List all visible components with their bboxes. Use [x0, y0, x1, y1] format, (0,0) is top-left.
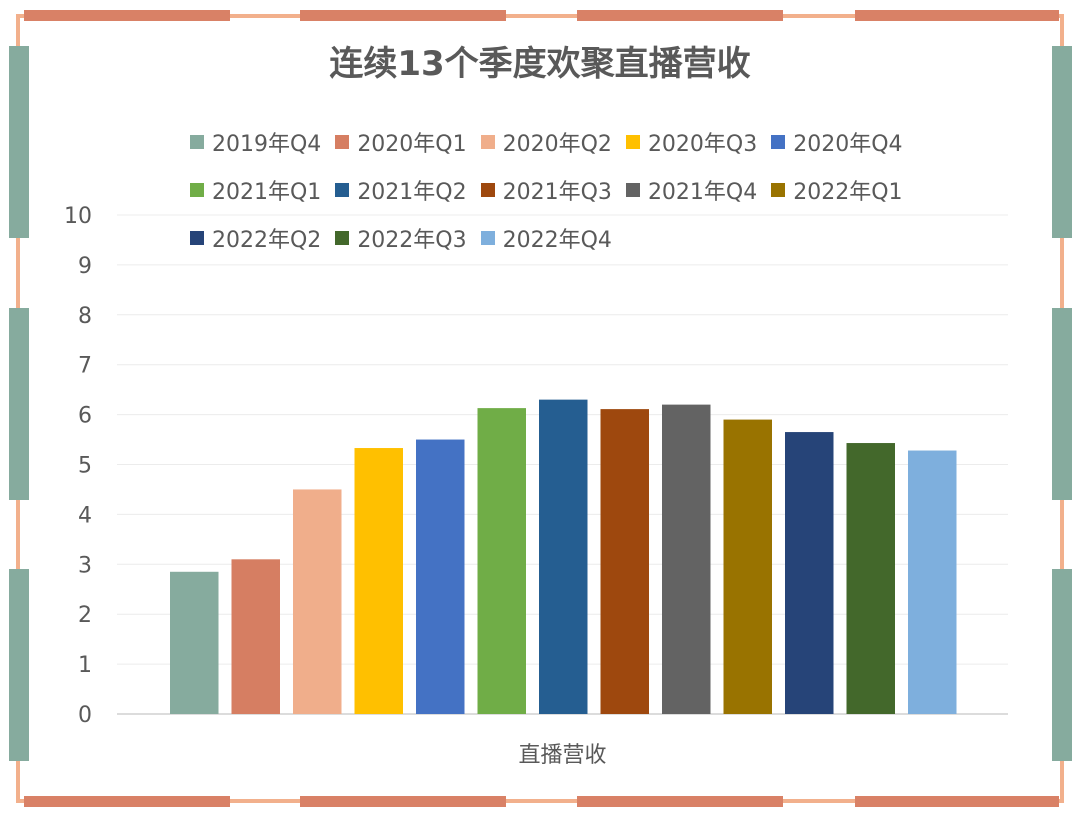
- frame-top-bar-3: [577, 10, 783, 21]
- legend-item: 2022年Q1: [771, 174, 903, 206]
- legend-label: 2019年Q4: [212, 132, 322, 157]
- legend-label: 2021年Q2: [357, 180, 467, 205]
- legend-item: 2020年Q3: [625, 126, 758, 158]
- bar-2021年Q4: [662, 404, 711, 714]
- legend-item: 2020年Q2: [480, 126, 612, 158]
- legend-label: 2020年Q3: [647, 132, 758, 157]
- legend-item: 2022年Q2: [190, 222, 321, 254]
- bar-2020年Q2: [293, 489, 342, 714]
- y-tick-label: 7: [78, 354, 92, 379]
- frame-bottom-bar-3: [577, 796, 783, 807]
- legend-label: 2020年Q1: [357, 132, 467, 157]
- y-tick-label: 1: [78, 653, 92, 678]
- bar-2021年Q1: [477, 408, 526, 714]
- legend-swatch: [625, 135, 640, 149]
- legend-label: 2020年Q2: [502, 132, 612, 157]
- legend-swatch: [335, 183, 350, 197]
- frame-top-bar-4: [855, 10, 1059, 21]
- legend-item: 2021年Q1: [190, 174, 321, 206]
- bar-2020年Q1: [231, 559, 280, 714]
- frame-top-bar-1: [24, 10, 230, 21]
- legend-label: 2021年Q3: [502, 180, 612, 205]
- bar-2019年Q4: [170, 571, 219, 714]
- frame-left-bar-3: [9, 569, 29, 761]
- legend-label: 2021年Q1: [212, 180, 322, 205]
- frame-bottom-bar-1: [24, 796, 230, 807]
- legend-swatch: [190, 135, 204, 149]
- legend-swatch: [771, 183, 786, 197]
- frame-border-bottom: [16, 799, 1064, 803]
- bar-2022年Q4: [908, 450, 957, 714]
- frame-right-bar-3: [1052, 569, 1072, 761]
- bar-2022年Q1: [723, 419, 772, 714]
- y-tick-label: 6: [78, 404, 92, 429]
- legend-swatch: [480, 231, 495, 245]
- bar-2022年Q3: [846, 443, 895, 714]
- legend-row: 2022年Q2 2022年Q3 2022年Q4: [190, 214, 950, 262]
- chart-legend: 2019年Q4 2020年Q1 2020年Q2 2020年Q3 2020年Q4 2021年…: [190, 118, 950, 262]
- y-tick-label: 4: [78, 503, 92, 528]
- chart-title: 连续13个季度欢聚直播营收: [329, 44, 751, 84]
- legend-label: 2022年Q4: [502, 228, 612, 253]
- legend-item: 2022年Q3: [335, 222, 467, 254]
- x-category-label: 直播营收: [518, 743, 606, 768]
- frame-border-top: [16, 14, 1064, 18]
- legend-swatch: [190, 183, 204, 197]
- legend-swatch: [771, 135, 786, 149]
- frame-right-bar-2: [1052, 308, 1072, 500]
- legend-item: 2021年Q3: [480, 174, 612, 206]
- legend-item: 2022年Q4: [480, 222, 612, 254]
- legend-swatch: [190, 231, 204, 245]
- legend-swatch: [480, 183, 495, 197]
- y-tick-label: 0: [78, 703, 92, 728]
- legend-row: 2021年Q1 2021年Q2 2021年Q3 2021年Q4 2022年Q1: [190, 166, 950, 214]
- legend-swatch: [335, 231, 350, 245]
- frame-left-bar-2: [9, 308, 29, 500]
- y-tick-label: 2: [78, 603, 92, 628]
- frame-bottom-bar-2: [300, 796, 506, 807]
- legend-row: 2019年Q4 2020年Q1 2020年Q2 2020年Q3 2020年Q4: [190, 118, 950, 166]
- legend-swatch: [480, 135, 495, 149]
- frame-left-bar-1: [9, 46, 29, 238]
- legend-item: 2020年Q1: [335, 126, 467, 158]
- legend-label: 2022年Q3: [357, 228, 467, 253]
- frame-right-bar-1: [1052, 46, 1072, 238]
- frame-bottom-bar-4: [855, 796, 1059, 807]
- y-tick-label: 10: [64, 204, 92, 229]
- legend-item: 2019年Q4: [190, 126, 321, 158]
- bar-2021年Q3: [600, 409, 649, 714]
- bar-2020年Q4: [416, 439, 465, 714]
- y-tick-label: 9: [78, 254, 92, 279]
- legend-swatch: [335, 135, 350, 149]
- bar-2021年Q2: [539, 399, 588, 714]
- y-tick-label: 8: [78, 304, 92, 329]
- y-tick-label: 3: [78, 553, 92, 578]
- y-tick-label: 5: [78, 454, 92, 479]
- legend-item: 2020年Q4: [771, 126, 903, 158]
- legend-label: 2020年Q4: [793, 132, 903, 157]
- legend-item: 2021年Q2: [335, 174, 467, 206]
- legend-swatch: [625, 183, 640, 197]
- legend-label: 2022年Q1: [793, 180, 903, 205]
- legend-item: 2021年Q4: [625, 174, 758, 206]
- bar-2022年Q2: [785, 432, 834, 714]
- bar-2020年Q3: [354, 448, 403, 714]
- legend-label: 2022年Q2: [212, 228, 322, 253]
- frame-top-bar-2: [300, 10, 506, 21]
- legend-label: 2021年Q4: [647, 180, 758, 205]
